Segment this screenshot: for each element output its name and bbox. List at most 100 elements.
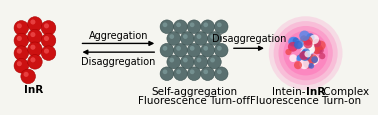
Circle shape: [299, 52, 308, 60]
Circle shape: [316, 47, 324, 55]
Circle shape: [269, 17, 342, 90]
Circle shape: [304, 40, 313, 49]
Circle shape: [304, 51, 311, 58]
Circle shape: [28, 18, 42, 32]
Circle shape: [28, 30, 42, 45]
Circle shape: [300, 36, 307, 43]
Circle shape: [201, 44, 214, 58]
Circle shape: [30, 20, 36, 25]
Circle shape: [169, 35, 174, 40]
Circle shape: [214, 44, 228, 58]
Circle shape: [169, 58, 174, 63]
Circle shape: [305, 45, 315, 55]
Text: Disaggregation: Disaggregation: [81, 57, 156, 66]
Circle shape: [160, 44, 174, 58]
Circle shape: [208, 56, 221, 69]
Circle shape: [301, 50, 309, 58]
Circle shape: [14, 46, 29, 61]
Circle shape: [160, 67, 174, 81]
Circle shape: [217, 47, 222, 51]
Circle shape: [197, 35, 201, 40]
Circle shape: [17, 49, 22, 54]
Circle shape: [44, 24, 49, 29]
Circle shape: [167, 56, 180, 69]
Circle shape: [194, 56, 208, 69]
Circle shape: [274, 22, 338, 85]
Circle shape: [306, 45, 312, 51]
Circle shape: [299, 53, 305, 60]
Circle shape: [313, 48, 320, 55]
Circle shape: [296, 57, 301, 62]
Circle shape: [23, 72, 29, 77]
Circle shape: [208, 32, 221, 46]
Circle shape: [180, 32, 194, 46]
Circle shape: [302, 50, 308, 56]
Circle shape: [187, 21, 201, 34]
Circle shape: [194, 32, 208, 46]
Circle shape: [163, 70, 167, 75]
Circle shape: [183, 58, 188, 63]
Text: Complex: Complex: [320, 86, 369, 96]
Circle shape: [316, 41, 326, 51]
Circle shape: [44, 37, 49, 42]
Circle shape: [163, 23, 167, 28]
Circle shape: [214, 67, 228, 81]
Circle shape: [303, 37, 313, 46]
Circle shape: [311, 44, 318, 51]
Circle shape: [190, 47, 195, 51]
Circle shape: [214, 21, 228, 34]
Circle shape: [289, 55, 297, 62]
Circle shape: [300, 51, 310, 61]
Circle shape: [306, 52, 313, 60]
Circle shape: [297, 55, 302, 61]
Circle shape: [288, 37, 298, 47]
Circle shape: [174, 21, 187, 34]
Circle shape: [309, 55, 319, 65]
Circle shape: [308, 47, 314, 54]
Circle shape: [14, 59, 29, 73]
Circle shape: [308, 57, 317, 66]
Text: InR: InR: [306, 86, 325, 96]
Circle shape: [210, 58, 215, 63]
Circle shape: [176, 70, 181, 75]
Circle shape: [44, 49, 49, 54]
Circle shape: [174, 67, 187, 81]
Circle shape: [302, 38, 310, 46]
Circle shape: [279, 27, 333, 81]
Circle shape: [307, 42, 314, 49]
Circle shape: [183, 35, 188, 40]
Circle shape: [299, 60, 309, 70]
Circle shape: [210, 35, 215, 40]
Circle shape: [285, 49, 291, 56]
Circle shape: [290, 37, 299, 46]
Circle shape: [14, 21, 29, 36]
Circle shape: [305, 56, 310, 61]
Circle shape: [302, 49, 310, 57]
Circle shape: [300, 48, 311, 59]
Circle shape: [28, 43, 42, 57]
Circle shape: [30, 58, 36, 63]
Circle shape: [163, 47, 167, 51]
Circle shape: [30, 45, 36, 50]
Circle shape: [298, 41, 306, 49]
Circle shape: [308, 55, 318, 64]
Circle shape: [21, 70, 36, 84]
Circle shape: [313, 40, 321, 48]
Circle shape: [302, 50, 309, 56]
Circle shape: [319, 53, 325, 60]
Circle shape: [167, 32, 180, 46]
Text: InR: InR: [24, 84, 43, 94]
Circle shape: [302, 50, 310, 58]
Circle shape: [201, 67, 214, 81]
Circle shape: [293, 38, 299, 45]
Text: Self-aggregation: Self-aggregation: [151, 86, 237, 96]
Circle shape: [295, 40, 304, 49]
Circle shape: [294, 41, 302, 50]
Circle shape: [217, 70, 222, 75]
Text: Disaggregation: Disaggregation: [212, 34, 287, 44]
Circle shape: [176, 47, 181, 51]
Circle shape: [30, 33, 36, 38]
Circle shape: [306, 34, 314, 42]
Circle shape: [190, 70, 195, 75]
Circle shape: [310, 35, 319, 45]
